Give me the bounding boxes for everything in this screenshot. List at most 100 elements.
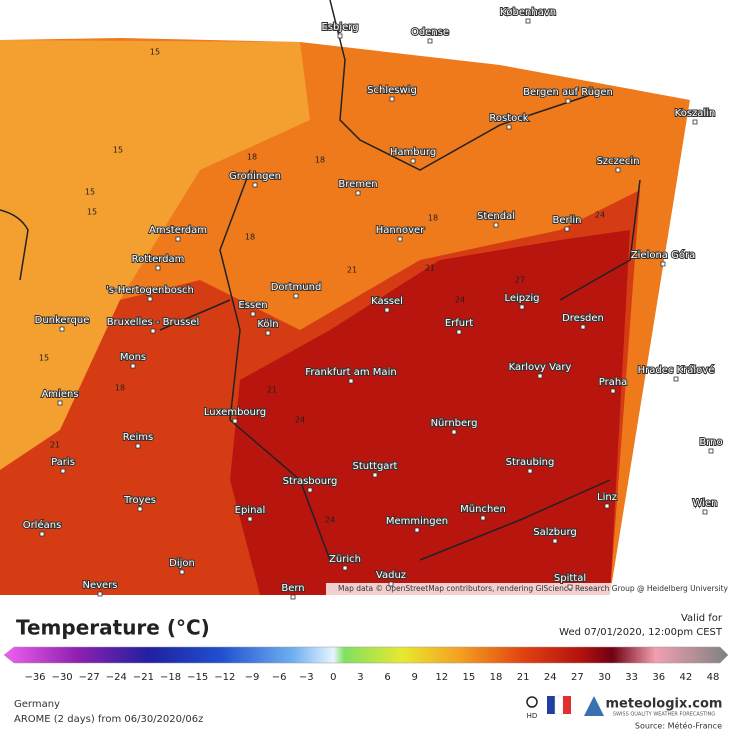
logo	[584, 696, 604, 716]
contour-label: 21	[347, 266, 357, 275]
city-marker	[451, 429, 457, 435]
city-label: Dijon	[169, 558, 195, 569]
city-marker	[57, 400, 63, 406]
city-label: Erfurt	[445, 318, 473, 329]
contour-label: 24	[295, 416, 305, 425]
city-label: Leipzig	[504, 293, 539, 304]
city-label: Salzburg	[533, 527, 576, 538]
contour-label: 15	[87, 208, 97, 217]
colorbar-tick-label: −18	[160, 672, 181, 683]
city-marker	[702, 509, 708, 515]
city-marker	[155, 265, 161, 271]
city-label: Vaduz	[376, 570, 406, 581]
valid-time: Wed 07/01/2020, 12:00pm CEST	[559, 627, 723, 638]
city-marker	[565, 98, 571, 104]
city-label: Kassel	[371, 296, 403, 307]
city-label: København	[500, 7, 556, 18]
city-marker	[247, 516, 253, 522]
colorbar-tick-label: −27	[79, 672, 100, 683]
city-label: Praha	[599, 377, 628, 388]
city-label: Karlovy Vary	[509, 362, 572, 373]
region: Germany	[14, 699, 60, 710]
colorbar-tick-label: 9	[411, 672, 417, 683]
map-labels: Esbjerg Odense København Schleswig Bergen au…	[22, 6, 724, 600]
tagline: SWISS QUALITY WEATHER FORECASTING	[613, 712, 715, 718]
colorbar-tick-label: 30	[598, 672, 611, 683]
city-label: Odense	[411, 27, 449, 38]
city-label: Zürich	[329, 554, 361, 565]
search-icon[interactable]	[526, 696, 538, 708]
colorbar-tick-label: 18	[490, 672, 503, 683]
colorbar-tick-label: 15	[463, 672, 476, 683]
colorbar-tick-label: −21	[133, 672, 154, 683]
city-label: München	[460, 504, 506, 515]
city-label: Groningen	[229, 171, 281, 182]
city-label: Zielona Góra	[631, 249, 695, 261]
colorbar-tick-label: −24	[106, 672, 127, 683]
city-marker	[427, 38, 433, 44]
city-marker	[527, 468, 533, 474]
city-label: 's-Hertogenbosch	[106, 285, 194, 296]
city-marker	[410, 158, 416, 164]
city-marker	[307, 487, 313, 493]
colorbar-tick-label: 33	[625, 672, 638, 683]
city-marker	[175, 236, 181, 242]
city-marker	[179, 569, 185, 575]
colorbar-tick-label: 24	[544, 672, 557, 683]
city-label: Reims	[123, 432, 153, 443]
city-marker	[615, 167, 621, 173]
contour-label: 15	[85, 188, 95, 197]
city-marker	[414, 527, 420, 533]
contour-label: 24	[595, 211, 605, 220]
city-label: Troyes	[123, 495, 156, 506]
city-marker	[150, 328, 156, 334]
contour-label: 21	[50, 441, 60, 450]
city-marker	[384, 307, 390, 313]
city-marker	[397, 236, 403, 242]
city-marker	[232, 418, 238, 424]
brand[interactable]: meteologix.com	[606, 697, 723, 712]
city-label: Rotterdam	[132, 254, 185, 265]
colorbar-tick-label: 3	[357, 672, 363, 683]
city-marker	[252, 182, 258, 188]
city-marker	[493, 222, 499, 228]
model: AROME (2 days) from 06/30/2020/06z	[14, 714, 203, 725]
colorbar-tick-label: 42	[680, 672, 693, 683]
contour-label: 18	[315, 156, 325, 165]
title: Temperature (°C)	[16, 616, 210, 640]
contour-label: 18	[245, 233, 255, 242]
city-marker	[293, 293, 299, 299]
city-label: Nevers	[82, 580, 117, 591]
city-label: Hamburg	[390, 147, 436, 158]
city-marker	[130, 363, 136, 369]
city-label: Epinal	[235, 505, 266, 516]
city-marker	[348, 378, 354, 384]
city-marker	[610, 388, 616, 394]
colorbar-tick-label: 0	[330, 672, 336, 683]
city-marker	[137, 506, 143, 512]
contour-label: 15	[113, 146, 123, 155]
city-marker	[692, 119, 698, 125]
colorbar-tick-label: 12	[435, 672, 448, 683]
contour-label: 24	[455, 296, 465, 305]
hd-label[interactable]: HD	[527, 712, 538, 720]
city-label: Luxembourg	[204, 407, 266, 418]
city-label: Schleswig	[367, 85, 417, 96]
contour-label: 18	[115, 384, 125, 393]
city-marker	[580, 324, 586, 330]
city-label: Linz	[597, 492, 617, 503]
city-marker	[342, 565, 348, 571]
city-marker	[708, 448, 714, 454]
city-marker	[552, 538, 558, 544]
city-label: Nürnberg	[431, 418, 478, 429]
colorbar-tick-label: −15	[187, 672, 208, 683]
source: Source: Météo-France	[635, 721, 722, 731]
city-label: Strasbourg	[283, 476, 338, 487]
city-marker	[389, 96, 395, 102]
city-marker	[59, 326, 65, 332]
city-label: Stuttgart	[353, 461, 398, 472]
city-marker	[673, 376, 679, 382]
colorbar-tick-label: −12	[214, 672, 235, 683]
colorbar-tick-label: −9	[245, 672, 260, 683]
